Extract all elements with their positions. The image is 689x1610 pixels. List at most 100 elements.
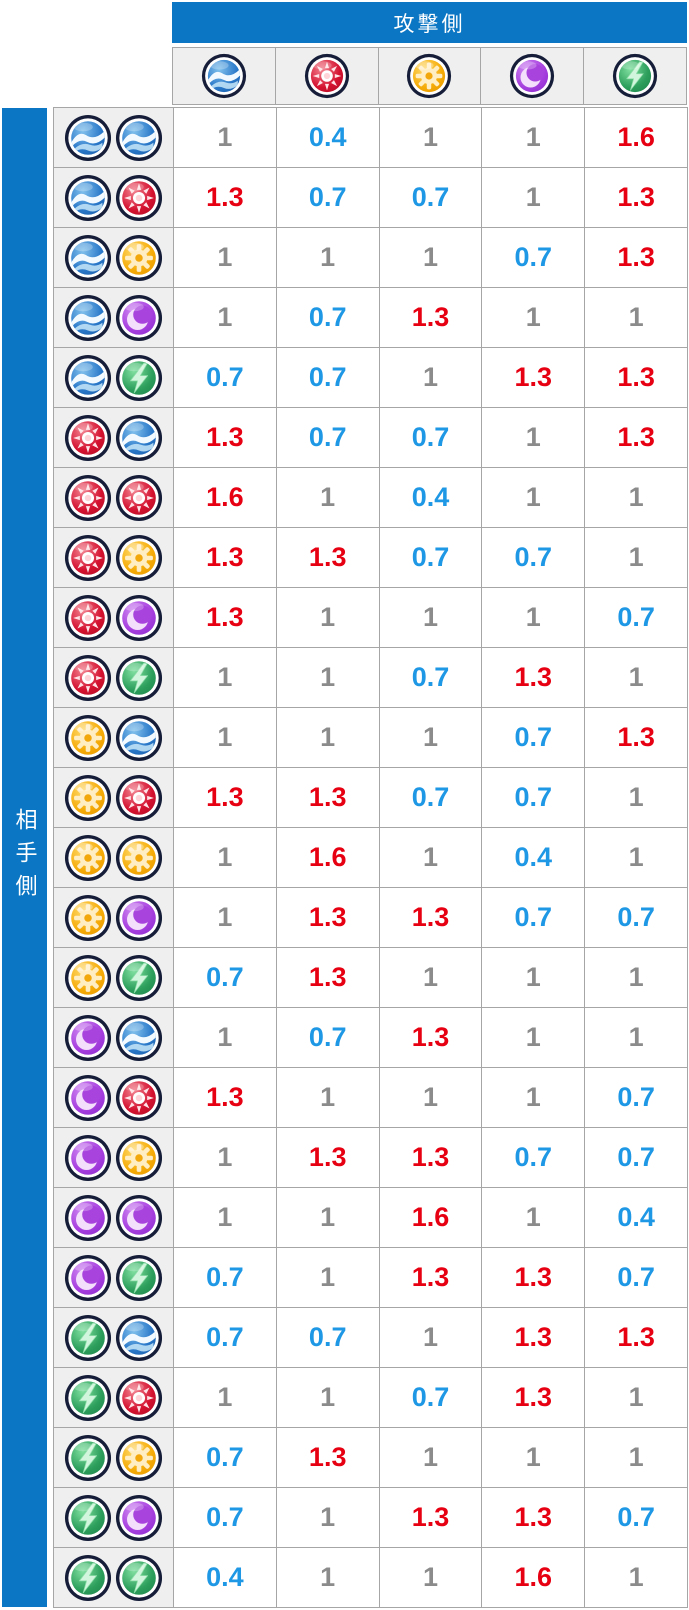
attacker-lightning-header	[584, 48, 687, 105]
multiplier-cell: 1	[379, 1428, 483, 1488]
multiplier-cell: 0.7	[379, 648, 483, 708]
multiplier-cell: 1	[276, 1488, 380, 1548]
multiplier-cell: 1	[585, 468, 688, 528]
multiplier-cell: 1	[174, 228, 277, 288]
fire-icon	[115, 1374, 163, 1422]
multiplier-cell: 1	[276, 468, 380, 528]
multiplier-cell: 1.6	[585, 108, 688, 168]
water-icon	[115, 714, 163, 762]
multiplier-cell: 1	[482, 588, 586, 648]
multiplier-cell: 1	[379, 1548, 483, 1608]
multiplier-cell: 0.7	[174, 348, 277, 408]
table-row-gear-gear: 1 1.6 1 0.4 1	[54, 828, 688, 888]
multiplier-cell: 1	[585, 768, 688, 828]
attacker-water-header	[173, 48, 276, 105]
lightning-icon	[64, 1554, 112, 1602]
table-row-gear-fire: 1.3 1.3 0.7 0.7 1	[54, 768, 688, 828]
multiplier-cell: 0.7	[379, 768, 483, 828]
water-icon	[201, 53, 247, 99]
moon-icon	[115, 1494, 163, 1542]
lightning-icon	[115, 1254, 163, 1302]
fire-icon	[115, 1074, 163, 1122]
multiplier-cell: 0.7	[482, 228, 586, 288]
multiplier-cell: 1	[379, 348, 483, 408]
gear-icon	[115, 534, 163, 582]
table-row-gear-water: 1 1 1 0.7 1.3	[54, 708, 688, 768]
defender-pair-cell	[54, 1068, 174, 1128]
multiplier-cell: 1.6	[482, 1548, 586, 1608]
table-row-fire-fire: 1.6 1 0.4 1 1	[54, 468, 688, 528]
multiplier-cell: 0.7	[276, 1308, 380, 1368]
defender-pair-cell	[54, 588, 174, 648]
multiplier-cell: 1	[276, 1188, 380, 1248]
multiplier-cell: 1.3	[174, 1068, 277, 1128]
defender-pair-cell	[54, 528, 174, 588]
table-row-water-water: 1 0.4 1 1 1.6	[54, 108, 688, 168]
multiplier-cell: 0.7	[482, 1128, 586, 1188]
multiplier-cell: 0.7	[482, 528, 586, 588]
multiplier-cell: 1	[174, 1368, 277, 1428]
multiplier-cell: 0.7	[482, 708, 586, 768]
multiplier-cell: 0.7	[379, 408, 483, 468]
defender-pair-cell	[54, 828, 174, 888]
water-icon	[115, 1014, 163, 1062]
multiplier-cell: 1.3	[276, 1128, 380, 1188]
multiplier-cell: 1.3	[276, 888, 380, 948]
multiplier-cell: 1.3	[379, 888, 483, 948]
multiplier-cell: 0.7	[276, 348, 380, 408]
moon-icon	[115, 594, 163, 642]
multiplier-cell: 1	[585, 1548, 688, 1608]
water-icon	[64, 294, 112, 342]
defender-pair-cell	[54, 168, 174, 228]
multiplier-cell: 0.7	[276, 1008, 380, 1068]
table-row-moon-water: 1 0.7 1.3 1 1	[54, 1008, 688, 1068]
multiplier-cell: 1.3	[174, 528, 277, 588]
multiplier-cell: 1.3	[585, 228, 688, 288]
multiplier-cell: 1.3	[585, 348, 688, 408]
table-row-lightning-water: 0.7 0.7 1 1.3 1.3	[54, 1308, 688, 1368]
multiplier-cell: 1.3	[379, 1248, 483, 1308]
moon-icon	[64, 1014, 112, 1062]
defender-pair-cell	[54, 408, 174, 468]
multiplier-cell: 1	[482, 948, 586, 1008]
multiplier-cell: 1	[585, 528, 688, 588]
defender-pair-cell	[54, 288, 174, 348]
lightning-icon	[64, 1434, 112, 1482]
fire-icon	[115, 774, 163, 822]
multiplier-cell: 1	[482, 168, 586, 228]
multiplier-cell: 1.6	[379, 1188, 483, 1248]
multiplier-cell: 0.7	[585, 588, 688, 648]
table-row-moon-fire: 1.3 1 1 1 0.7	[54, 1068, 688, 1128]
fire-icon	[64, 594, 112, 642]
multiplier-cell: 0.4	[174, 1548, 277, 1608]
lightning-icon	[115, 654, 163, 702]
defender-pair-cell	[54, 1008, 174, 1068]
multiplier-cell: 1.3	[482, 648, 586, 708]
multiplier-cell: 1	[585, 288, 688, 348]
moon-icon	[64, 1194, 112, 1242]
moon-icon	[64, 1134, 112, 1182]
lightning-icon	[115, 1554, 163, 1602]
water-icon	[115, 114, 163, 162]
multiplier-cell: 0.7	[379, 1368, 483, 1428]
multiplier-cell: 0.7	[585, 1128, 688, 1188]
multiplier-cell: 1.3	[379, 1488, 483, 1548]
table-row-lightning-fire: 1 1 0.7 1.3 1	[54, 1368, 688, 1428]
multiplier-cell: 0.7	[482, 768, 586, 828]
table-row-fire-gear: 1.3 1.3 0.7 0.7 1	[54, 528, 688, 588]
defender-pair-cell	[54, 1248, 174, 1308]
multiplier-cell: 1.3	[174, 768, 277, 828]
defender-pair-cell	[54, 108, 174, 168]
multiplier-cell: 0.7	[276, 168, 380, 228]
multiplier-cell: 1	[482, 408, 586, 468]
multiplier-cell: 1	[379, 1308, 483, 1368]
multiplier-cell: 1.6	[276, 828, 380, 888]
multiplier-cell: 1.3	[482, 1368, 586, 1428]
multiplier-cell: 1.3	[379, 1128, 483, 1188]
table-row-fire-lightning: 1 1 0.7 1.3 1	[54, 648, 688, 708]
multiplier-cell: 1	[174, 1008, 277, 1068]
lightning-icon	[64, 1314, 112, 1362]
fire-icon	[64, 534, 112, 582]
multiplier-cell: 1.3	[276, 768, 380, 828]
